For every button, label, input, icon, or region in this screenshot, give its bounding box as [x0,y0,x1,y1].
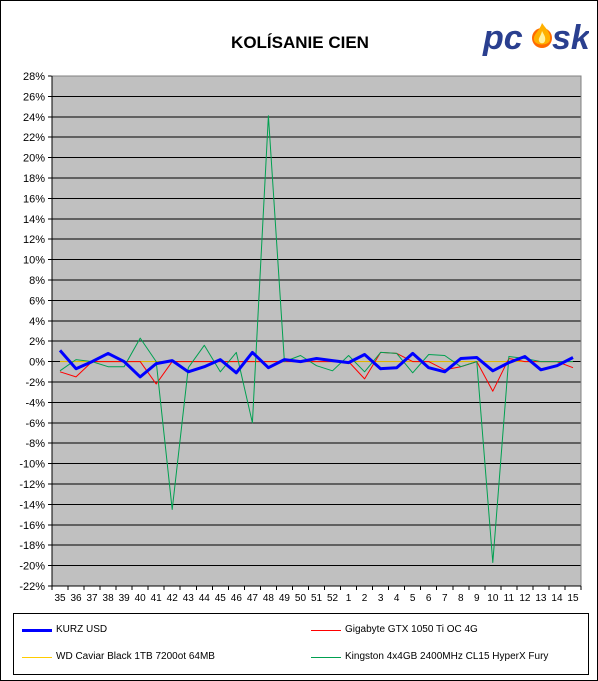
plot-area [52,76,581,586]
x-tick-label: 52 [327,593,339,604]
plot-background [52,76,581,586]
y-tick-label: -8% [25,438,45,450]
y-tick-label: 8% [29,275,45,287]
x-tick-label: 40 [135,593,147,604]
x-tick-label: 50 [295,593,307,604]
series-lines [58,115,574,563]
chart-title: KOLÍSANIE CIEN [231,33,369,52]
x-tick-label: 51 [311,593,323,604]
x-tick-label: 6 [426,593,432,604]
y-tick-label: 6% [29,295,45,307]
y-tick-label: -10% [19,459,45,471]
y-tick-label: -2% [25,377,45,389]
y-tick-label: -16% [19,520,45,532]
y-tick-label: -6% [25,418,45,430]
x-tick-label: 37 [87,593,99,604]
y-tick-label: -4% [25,397,45,409]
y-tick-label: 24% [23,112,45,124]
x-tick-label: 38 [103,593,115,604]
y-tick-label: -20% [19,561,45,573]
x-tick-label: 43 [183,593,195,604]
x-tick-label: 42 [167,593,179,604]
line-chart: -22% -20% -18% -16% -14% -12% -10% -8% -6% -4% -2%… [19,71,582,604]
y-tick-label: -12% [19,479,45,491]
x-tick-label: 39 [119,593,131,604]
x-tick-label: 10 [487,593,499,604]
y-tick-label: 18% [23,173,45,185]
legend-label-gigabyte: Gigabyte GTX 1050 Ti OC 4G [345,624,478,635]
legend-swatch-wd [22,657,52,658]
y-tick-label: 2% [29,336,45,348]
x-tick-label: 7 [442,593,448,604]
y-tick-label: 0% [29,357,45,369]
x-tick-label: 5 [410,593,416,604]
y-tick-label: 28% [23,71,45,83]
y-tick-label: 12% [23,234,45,246]
y-tick-label: -14% [19,499,45,511]
axes: -22% -20% -18% -16% -14% -12% -10% -8% -6% -4% -2%… [19,71,582,604]
x-tick-label: 13 [535,593,547,604]
x-tick-label: 3 [378,593,384,604]
legend-label-wd: WD Caviar Black 1TB 7200ot 64MB [56,651,215,662]
series-line-kingston [59,115,573,563]
y-tick-label: 22% [23,132,45,144]
y-tick-label: -18% [19,540,45,552]
legend-swatch-gigabyte [311,630,341,631]
x-tick-label: 35 [54,593,66,604]
x-tick-label: 44 [199,593,211,604]
logo-text-left: pc [482,19,523,57]
x-tick-label: 11 [504,593,515,604]
x-tick-label: 48 [263,593,275,604]
chart-legend: KURZ USD Gigabyte GTX 1050 Ti OC 4G WD C… [13,613,589,675]
logo-text-right: sk [552,19,589,57]
pcrevue-logo: pc sk [482,19,589,57]
legend-label-kurz: KURZ USD [56,624,108,635]
x-tick-label: 2 [362,593,368,604]
x-tick-label: 12 [519,593,531,604]
y-tick-label: -22% [19,581,45,593]
x-tick-label: 36 [70,593,82,604]
x-tick-label: 1 [346,593,352,604]
y-tick-label: 10% [23,255,45,267]
x-tick-label: 46 [231,593,243,604]
y-tick-label: 20% [23,153,45,165]
series-line-gigabyte [59,351,574,392]
y-tick-label: 4% [29,316,45,328]
legend-swatch-kurz [22,629,52,632]
x-tick-label: 4 [394,593,400,604]
y-tick-label: 14% [23,214,45,226]
flame-icon [532,23,552,48]
x-tick-label: 41 [151,593,163,604]
series-line-kurz [58,349,574,379]
x-tick-label: 15 [567,593,579,604]
legend-swatch-kingston [311,657,341,658]
y-tick-label: 26% [23,91,45,103]
x-tick-label: 8 [458,593,464,604]
y-tick-label: 16% [23,193,45,205]
x-tick-label: 49 [279,593,291,604]
x-tick-label: 47 [247,593,259,604]
x-tick-label: 9 [474,593,480,604]
legend-label-kingston: Kingston 4x4GB 2400MHz CL15 HyperX Fury [345,651,549,662]
x-tick-label: 14 [551,593,563,604]
x-tick-label: 45 [215,593,227,604]
